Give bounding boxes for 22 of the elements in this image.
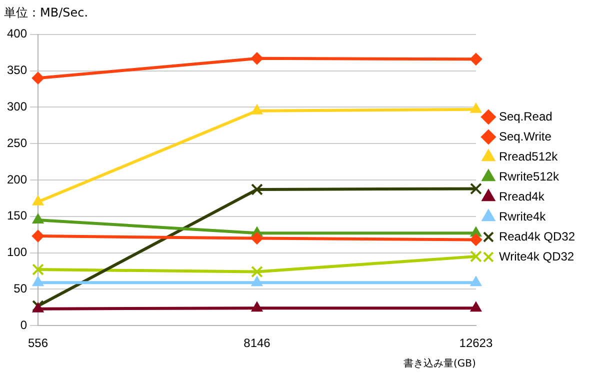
legend-label: Seq.Write — [498, 129, 552, 144]
chart-title: 単位：MB/Sec. — [4, 5, 88, 20]
y-tick-label: 400 — [6, 26, 28, 41]
y-tick-label: 50 — [14, 282, 28, 296]
legend-label: Write4k QD32 — [498, 249, 574, 264]
y-tick-label: 150 — [6, 208, 28, 223]
legend-label: Rread4k — [498, 189, 546, 204]
legend-label: Rwrite4k — [498, 209, 547, 224]
x-tick-label: 8146 — [244, 336, 271, 350]
y-tick-label: 350 — [6, 63, 28, 78]
y-tick-label: 300 — [6, 100, 28, 114]
legend-label: Rwrite512k — [498, 169, 560, 184]
y-tick-label: 0 — [20, 318, 28, 332]
legend-label: Seq.Read — [498, 109, 552, 124]
y-tick-label: 200 — [6, 172, 28, 186]
x-tick-label: 12623 — [459, 336, 493, 350]
x-axis-title: 書き込み量(GB) — [404, 358, 476, 370]
y-tick-label: 100 — [6, 245, 28, 260]
legend-label: Read4k QD32 — [498, 229, 576, 244]
y-tick-label: 250 — [6, 136, 28, 150]
legend-label: Rread512k — [498, 149, 559, 164]
x-tick-label: 556 — [28, 336, 48, 350]
